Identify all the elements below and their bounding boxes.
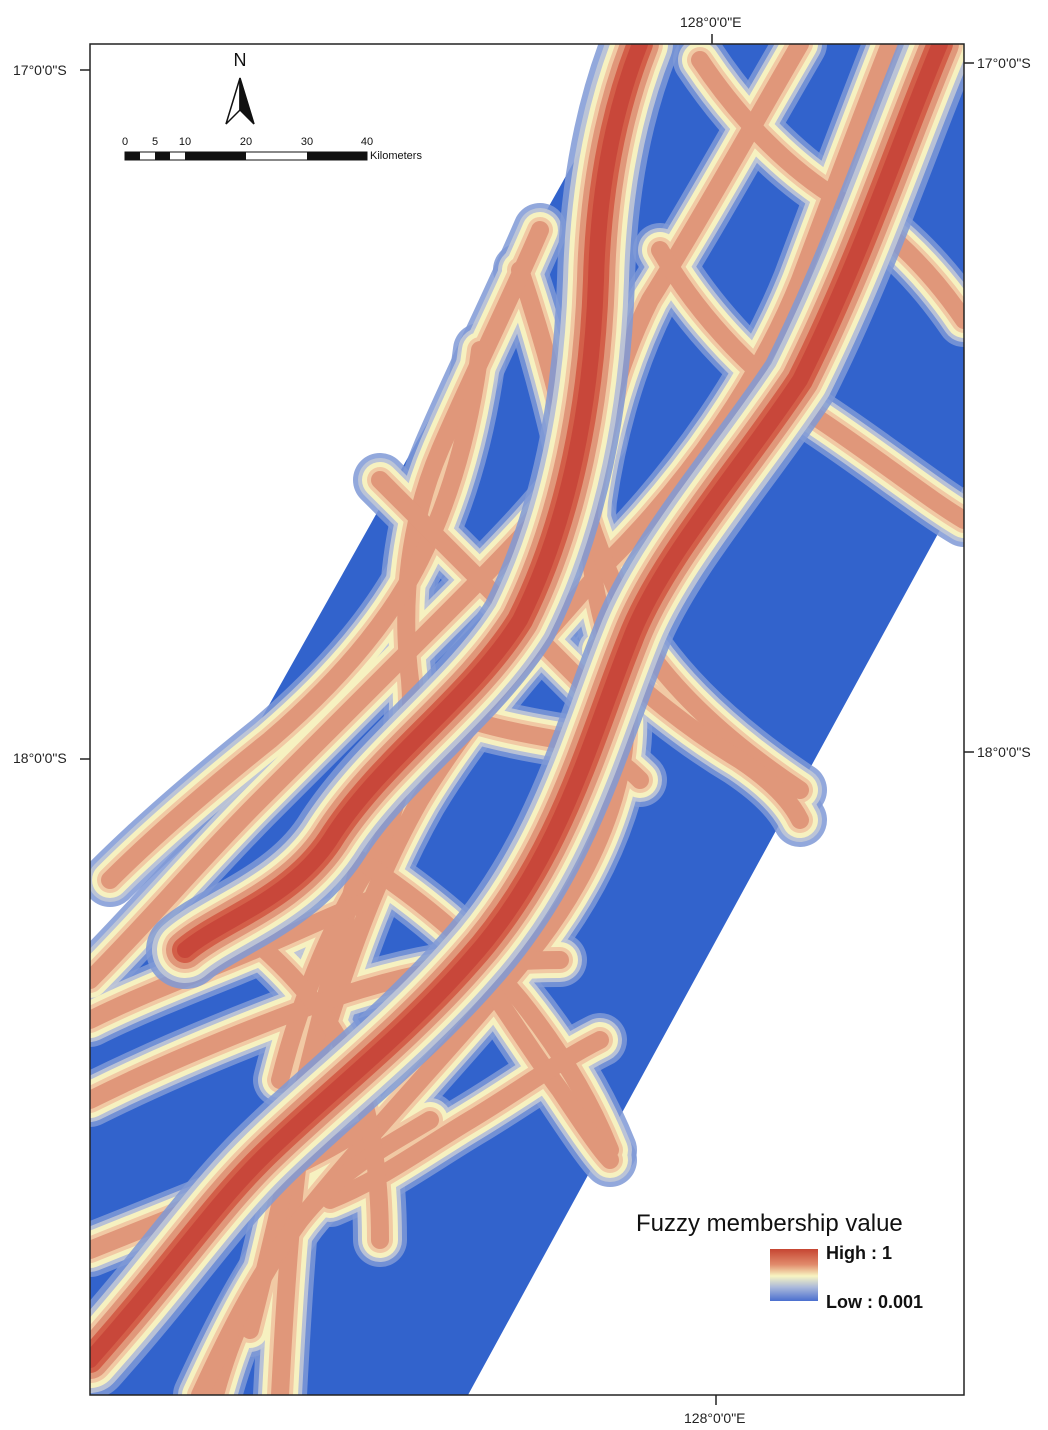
lon-label-bottom: 128°0'0"E — [684, 1410, 746, 1426]
lat-label-top-right: 17°0'0"S — [977, 55, 1031, 71]
scale-tick-label: 20 — [240, 136, 252, 148]
lon-label-top: 128°0'0"E — [680, 14, 742, 30]
scale-tick-label: 0 — [122, 136, 128, 148]
lat-label-top-left: 17°0'0"S — [13, 62, 67, 78]
lineament-buffer — [351, 851, 619, 1159]
graticule-ticks — [80, 34, 974, 1405]
legend-low-label: Low : 0.001 — [826, 1292, 924, 1312]
major-lineament-buffer — [90, 44, 948, 1368]
scale-tick-label: 30 — [301, 136, 313, 148]
lineament-buffer — [461, 951, 619, 1169]
scale-tick-label: 40 — [361, 136, 373, 148]
major-lineament-buffer — [177, 44, 648, 958]
scale-unit: Kilometers — [370, 150, 422, 162]
lat-label-mid-right: 18°0'0"S — [977, 744, 1031, 760]
north-arrow-letter: N — [234, 50, 247, 70]
lineament-buffer — [191, 1111, 439, 1395]
legend-high-label: High : 1 — [826, 1243, 892, 1263]
scale-tick-label: 10 — [179, 136, 191, 148]
lat-label-mid-left: 18°0'0"S — [13, 750, 67, 766]
lineament-buffer — [101, 341, 489, 889]
north-arrow-icon: N — [225, 50, 255, 125]
lineament-buffers — [90, 44, 964, 1395]
lineament-buffer — [511, 261, 809, 799]
scale-tick-label: 5 — [152, 136, 158, 148]
map-frame — [89, 43, 965, 1396]
raster-layer — [90, 44, 964, 1395]
legend-title: Fuzzy membership value — [636, 1210, 903, 1237]
scale-bar: 0 5 10 20 30 40 Kilometers — [122, 136, 423, 162]
legend-color-ramp — [770, 1249, 818, 1301]
